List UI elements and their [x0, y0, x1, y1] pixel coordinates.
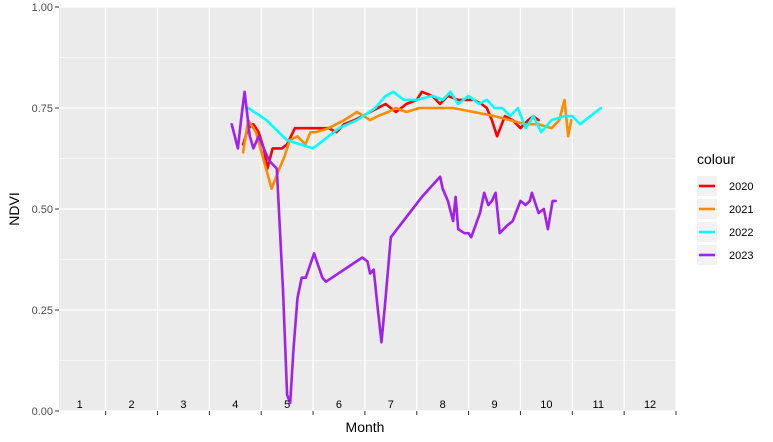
month-label: 2 [129, 399, 135, 411]
legend-label-2022: 2022 [729, 227, 753, 239]
legend: colour 2020 2021 2022 2023 [697, 151, 753, 265]
legend-label-2020: 2020 [729, 181, 753, 193]
x-axis [105, 411, 677, 415]
month-label: 1 [77, 399, 83, 411]
series-layer [230, 90, 603, 405]
y-axis-title: NDVI [6, 192, 22, 225]
month-label: 3 [180, 399, 186, 411]
month-label: 6 [336, 399, 342, 411]
y-tick-label: 0.75 [32, 103, 53, 115]
series-line-2021 [241, 98, 573, 191]
legend-items: 2020 2021 2022 2023 [697, 176, 753, 265]
series-line-2023 [230, 90, 558, 405]
month-label: 11 [593, 399, 604, 411]
month-label: 8 [440, 399, 446, 411]
month-label: 7 [388, 399, 394, 411]
legend-label-2021: 2021 [729, 204, 753, 216]
month-label: 9 [491, 399, 497, 411]
month-label: 10 [540, 399, 552, 411]
x-axis-title: Month [346, 419, 385, 435]
grid-minor [59, 57, 676, 361]
legend-title: colour [697, 151, 735, 167]
month-label: 12 [644, 399, 656, 411]
y-tick-label: 1.00 [32, 2, 53, 14]
series-line-2020 [241, 90, 540, 170]
month-label: 5 [284, 399, 290, 411]
month-label: 4 [232, 399, 238, 411]
legend-label-2023: 2023 [729, 250, 753, 262]
y-tick-label: 0.50 [32, 204, 53, 216]
grid-major [59, 6, 677, 412]
y-tick-label: 0.00 [32, 406, 53, 418]
y-tick-label: 0.25 [32, 305, 53, 317]
y-axis: 0.00 0.25 0.50 0.75 1.00 [32, 2, 59, 418]
series-line-2022 [246, 90, 603, 150]
month-labels: 1 2 3 4 5 6 7 8 9 10 11 12 [77, 399, 657, 411]
